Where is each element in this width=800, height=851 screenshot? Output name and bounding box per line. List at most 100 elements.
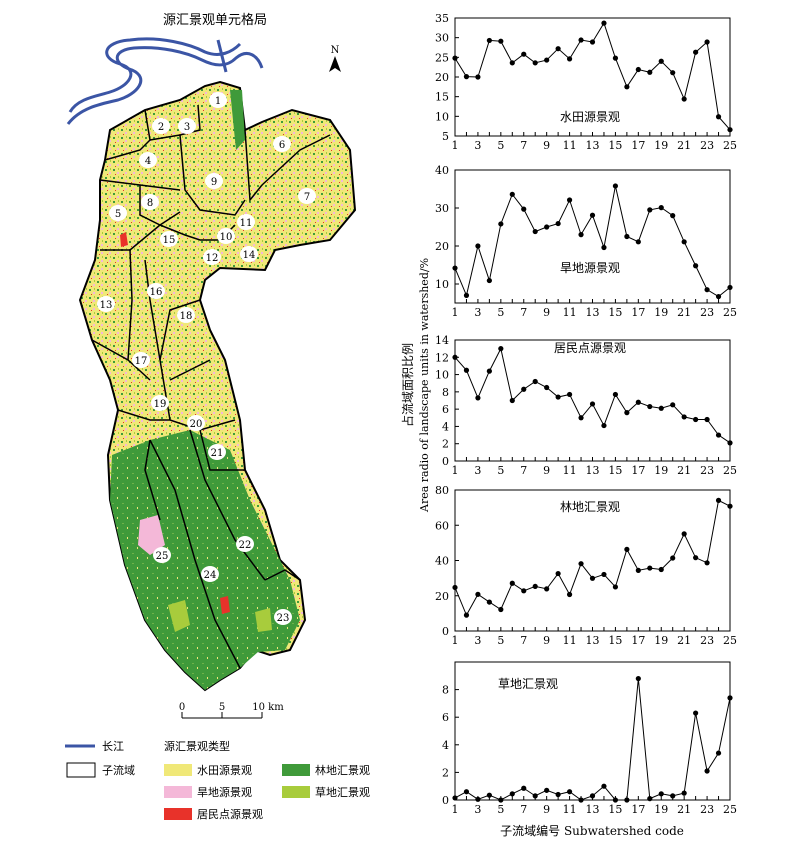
x-tick-label: 23 [700,634,714,647]
data-point [681,414,687,420]
y-tick-label: 10 [435,110,449,123]
y-tick-label: 20 [435,71,449,84]
data-point [658,58,664,64]
subwatershed-label: 21 [211,448,224,459]
x-tick-label: 25 [723,803,737,816]
data-point [566,591,573,598]
data-point [555,570,561,577]
x-tick-label: 11 [563,306,577,319]
y-tick-label: 20 [435,240,449,253]
x-tick-label: 11 [563,464,577,477]
subwatershed-label: 25 [156,551,169,562]
data-point [704,416,710,423]
chart-frame [454,169,731,304]
subwatershed-label-bg [178,118,196,134]
data-point [727,503,733,509]
data-point [693,555,699,561]
subwatershed-labels: 12 34567891011121314151617181920212223242… [97,92,316,625]
x-tick-label: 19 [654,464,668,477]
data-point [715,497,722,503]
data-point [670,402,676,408]
scale-label-10: 10 km [252,702,284,713]
data-point [486,37,492,44]
subwatershed-label-bg [109,205,127,221]
data-point [647,565,653,571]
data-point [715,432,722,438]
x-tick-label: 25 [723,634,737,647]
x-axis-label: 子流域编号 Subwatershed code [500,823,684,838]
series-line [454,347,731,444]
data-point [635,239,641,245]
x-tick-label: 1 [452,464,459,477]
data-point [693,49,699,55]
data-point [566,789,573,795]
data-point [715,114,722,120]
subwatershed-label: 5 [115,209,121,220]
x-tick-label: 1 [452,634,459,647]
data-point [601,571,607,578]
data-point [624,410,630,416]
panel-title: 居民点源景观 [554,341,626,355]
data-point [601,422,607,429]
data-point [498,38,504,44]
data-point [532,583,538,590]
data-point [612,584,619,590]
data-point [475,74,481,80]
data-point [475,591,481,597]
subwatershed-label: 4 [145,156,151,167]
grass-patch [168,600,190,632]
data-point [727,695,733,701]
data-point [463,612,470,618]
subwatershed-label-bg [205,173,223,189]
data-point [498,606,504,613]
chart-frame [454,661,731,801]
data-point [486,792,492,798]
subwatershed-label-bg [177,307,195,323]
data-point [463,789,470,795]
data-point [693,416,699,423]
y-tick-label: 4 [442,420,449,433]
data-point [544,57,550,63]
data-point [589,401,596,407]
y-axis-label-en: Area radio of landscape units in watersh… [418,258,431,513]
svg-text:N: N [331,45,340,56]
data-point [681,96,687,102]
legend-types-title: 源汇景观类型 [164,739,230,753]
data-point [475,395,481,401]
x-tick-label: 3 [474,306,481,319]
x-tick-label: 23 [700,803,714,816]
data-point [658,205,664,211]
data-point [578,37,584,43]
subwatershed-label-bg [208,444,226,460]
data-point [704,287,710,293]
subwatershed-label-bg [201,566,219,582]
data-point [566,391,573,398]
legend-swatch-forest [282,764,310,776]
x-tick-label: 25 [723,139,737,152]
x-tick-label: 5 [497,139,504,152]
x-tick-label: 13 [586,464,600,477]
subwatershed-label: 9 [211,177,217,188]
x-tick-label: 3 [474,634,481,647]
data-point [715,750,722,756]
data-point [475,243,481,249]
subwatershed-label-bg [209,92,227,108]
y-tick-label: 14 [435,334,449,347]
x-tick-label: 25 [723,464,737,477]
y-tick-label: 25 [435,51,449,64]
data-point [601,244,607,251]
data-point [532,228,538,235]
data-point [544,586,550,592]
map-title: 源汇景观单元格局 [163,12,267,28]
x-tick-label: 13 [586,306,600,319]
x-tick-label: 17 [631,634,645,647]
x-tick-label: 15 [608,306,622,319]
y-tick-label: 40 [435,164,449,177]
x-tick-label: 19 [654,803,668,816]
data-point [475,796,481,802]
